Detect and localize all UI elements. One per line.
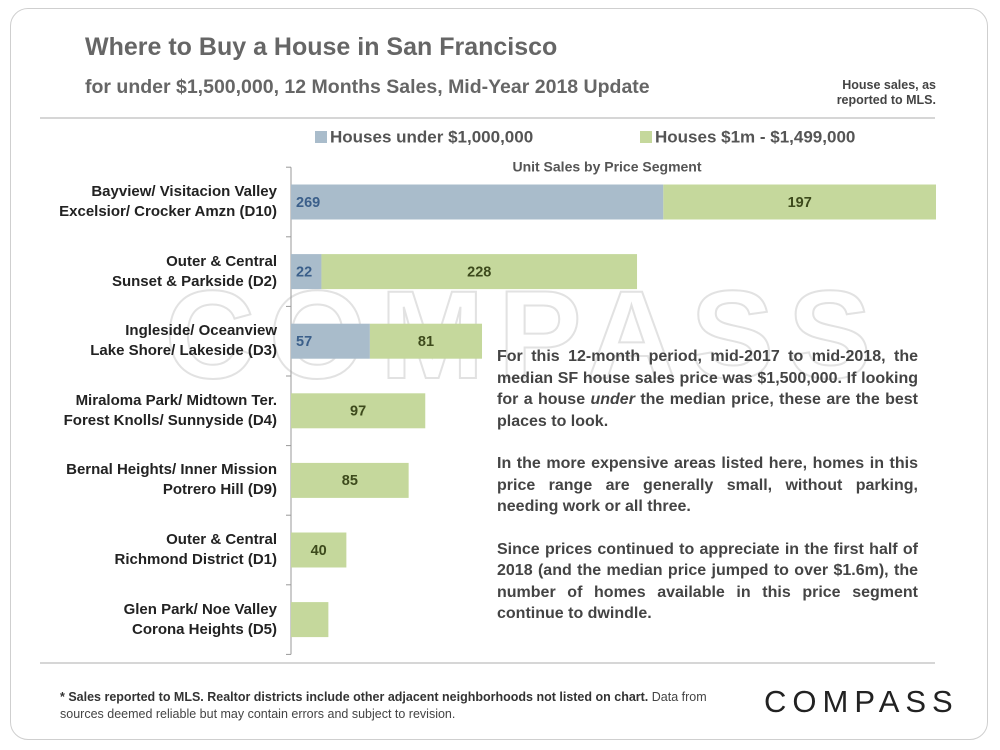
annotation-text: the median price, these are the best pla… — [497, 391, 918, 430]
bar-segment — [291, 184, 664, 220]
annotation-emphasis: under — [590, 391, 635, 408]
data-label: 85 — [342, 473, 358, 489]
category-label: Glen Park/ Noe Valley Corona Heights (D5… — [123, 600, 277, 638]
data-label: 197 — [788, 195, 812, 211]
bar-segment — [291, 254, 322, 290]
category-label: Miraloma Park/ Midtown Ter. Forest Knoll… — [63, 391, 277, 429]
category-label: Outer & Central Richmond District (D1) — [114, 531, 277, 568]
legend-swatch — [640, 131, 652, 143]
bar-segment — [291, 532, 347, 568]
data-label: 40 — [311, 543, 327, 559]
bar-segment — [291, 602, 329, 638]
bar-segment — [291, 393, 426, 429]
footer-bold: * Sales reported to MLS. Realtor distric… — [60, 690, 649, 704]
data-label: 57 — [296, 334, 312, 350]
bar-segment — [291, 462, 409, 498]
category-label: Ingleside/ Oceanview Lake Shore/ Lakesid… — [90, 322, 277, 360]
subtitle: for under $1,500,000, 12 Months Sales, M… — [85, 76, 650, 98]
bar-segment — [321, 254, 638, 290]
card — [10, 8, 988, 740]
footer: * Sales reported to MLS. Realtor distric… — [60, 689, 710, 723]
data-label: 97 — [350, 404, 366, 420]
category-label: Bernal Heights/ Inner Mission Potrero Hi… — [66, 461, 277, 499]
title: Where to Buy a House in San Francisco — [85, 33, 558, 61]
bar-segment — [369, 323, 483, 359]
footer-text: Data from sources deemed reliable but ma… — [60, 690, 707, 721]
data-label: 269 — [296, 195, 320, 211]
data-label: 81 — [418, 334, 434, 350]
annotation-paragraph: In the more expensive areas listed here,… — [497, 453, 918, 518]
annotation-paragraph: For this 12-month period, mid-2017 to mi… — [497, 346, 918, 432]
data-label: 22 — [296, 264, 312, 280]
legend-label: Houses under $1,000,000 — [330, 127, 533, 146]
category-label: Outer & Central Sunset & Parkside (D2) — [111, 252, 277, 290]
annotation-paragraph: Since prices continued to appreciate in … — [497, 539, 918, 625]
data-label: 228 — [467, 264, 491, 280]
annotation-text: Since prices continued to appreciate in … — [497, 540, 918, 623]
bar-segment — [663, 184, 936, 220]
logo: COMPASS — [764, 684, 959, 719]
annotation-text: For this 12-month period, mid-2017 to mi… — [497, 348, 918, 408]
annotation-text: In the more expensive areas listed here,… — [497, 455, 918, 515]
source-note: House sales, as reported to MLS. — [836, 78, 936, 107]
legend-label: Houses $1m - $1,499,000 — [655, 127, 855, 146]
category-label: Bayview/ Visitacion Valley Excelsior/ Cr… — [59, 183, 277, 220]
annotation: For this 12-month period, mid-2017 to mi… — [497, 346, 918, 646]
x-axis-label: Unit Sales by Price Segment — [512, 159, 701, 175]
legend-swatch — [315, 131, 327, 143]
bar-segment — [291, 323, 370, 359]
